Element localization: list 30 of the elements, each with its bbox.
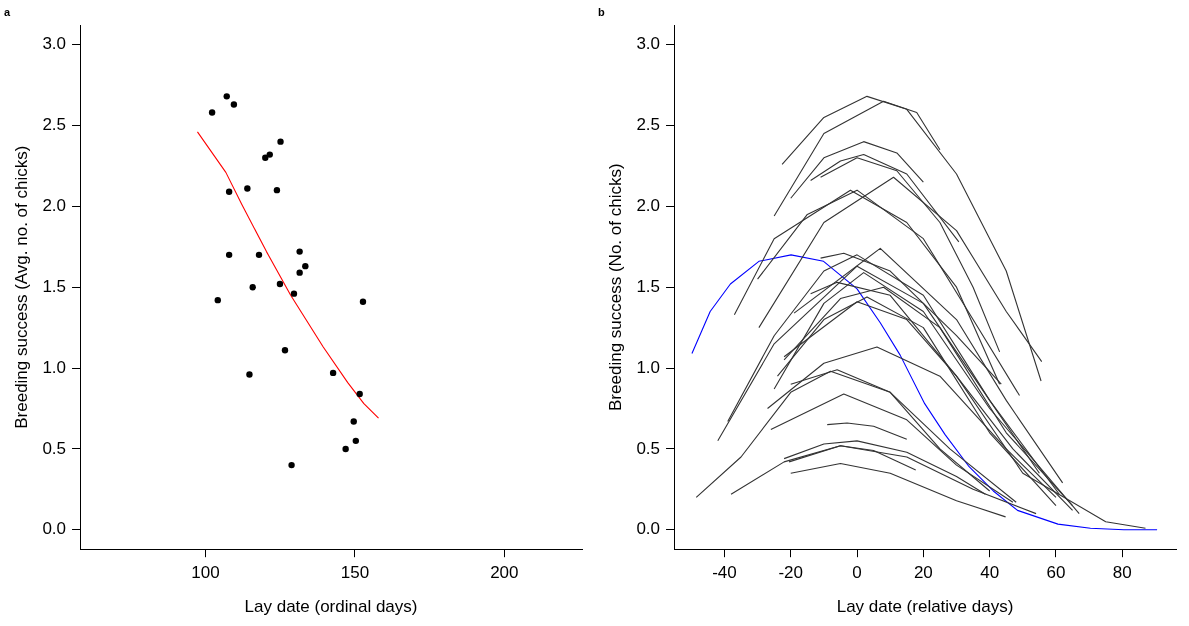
y-tick-label: 3.0 [636, 34, 661, 54]
y-tick-label: 0.5 [42, 438, 67, 458]
x-tick-label: 0 [852, 563, 862, 583]
x-tick-label: 150 [340, 563, 370, 583]
chart-title: b [598, 5, 605, 18]
y-tick-label: 0.5 [636, 438, 661, 458]
x-tick-label: 60 [1046, 563, 1066, 583]
y-tick-label: 2.5 [636, 115, 661, 135]
y-axis-title: Breeding success (Avg. no. of chicks) [11, 145, 31, 429]
y-tick-label: 2.0 [636, 196, 661, 216]
x-tick-label: 200 [490, 563, 519, 583]
x-tick-label: 40 [980, 563, 1000, 583]
x-tick-label: 100 [191, 563, 220, 583]
chart-title: a [4, 5, 11, 18]
x-tick-label: 80 [1112, 563, 1132, 583]
y-tick-label: 2.0 [42, 196, 67, 216]
y-axis-title: Breeding success (No. of chicks) [605, 163, 625, 411]
y-tick-label: 1.5 [636, 276, 661, 296]
y-tick-label: 1.0 [636, 357, 661, 377]
y-tick-label: 3.0 [42, 34, 67, 54]
y-tick-label: 1.0 [42, 357, 67, 377]
y-tick-label: 0.0 [636, 519, 661, 539]
y-tick-label: 0.0 [42, 519, 67, 539]
x-axis-title: Lay date (ordinal days) [244, 597, 418, 617]
x-tick-label: -40 [712, 563, 737, 583]
x-axis-title: Lay date (relative days) [836, 597, 1014, 617]
x-tick-label: 20 [913, 563, 933, 583]
y-tick-label: 1.5 [42, 276, 67, 296]
y-tick-label: 2.5 [42, 115, 67, 135]
x-tick-label: -20 [778, 563, 804, 583]
